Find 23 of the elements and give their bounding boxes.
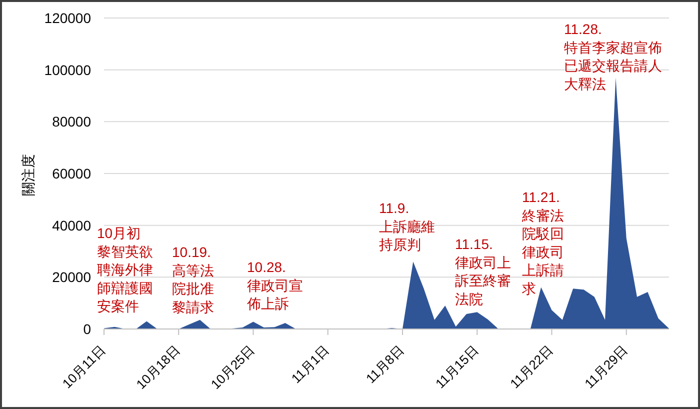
annotation: 11.21. 終審法院駁回律政司上訴請求 [522,189,564,296]
annotation: 11.28. 特首李家超宣佈已遞交報告請人大釋法 [564,21,662,92]
y-tick-label: 100000 [44,62,92,78]
y-tick-label: 80000 [52,114,92,130]
x-tick-label: 11月29日 [582,342,630,392]
y-tick-label: 20000 [52,269,92,286]
annotation: 10.28. 律政司宣佈上訴 [247,259,303,312]
y-tick-label: 40000 [52,217,92,234]
x-tick-label: 11月8日 [362,342,407,386]
x-tick-label: 11月15日 [432,342,482,392]
annotation: 10月初黎智英欲聘海外律師辯護國安案件 [97,225,153,314]
y-tick-label: 120000 [44,10,92,26]
x-tick-label: 10月18日 [133,342,183,392]
annotation: 11.15. 律政司上訴至終審法院 [455,236,511,307]
y-tick-label: 0 [83,321,92,337]
y-axis-title: 關注度 [20,154,36,196]
y-tick-label: 60000 [52,166,92,182]
x-tick-label: 10月11日 [59,342,108,392]
annotation: 10.19. 高等法院批准黎請求 [172,244,214,315]
annotation: 11.9. 上訴廳維持原判 [379,200,435,253]
x-tick-label: 10月25日 [208,342,258,392]
x-tick-label: 11月1日 [288,342,332,386]
x-tick-label: 11月22日 [507,342,556,392]
